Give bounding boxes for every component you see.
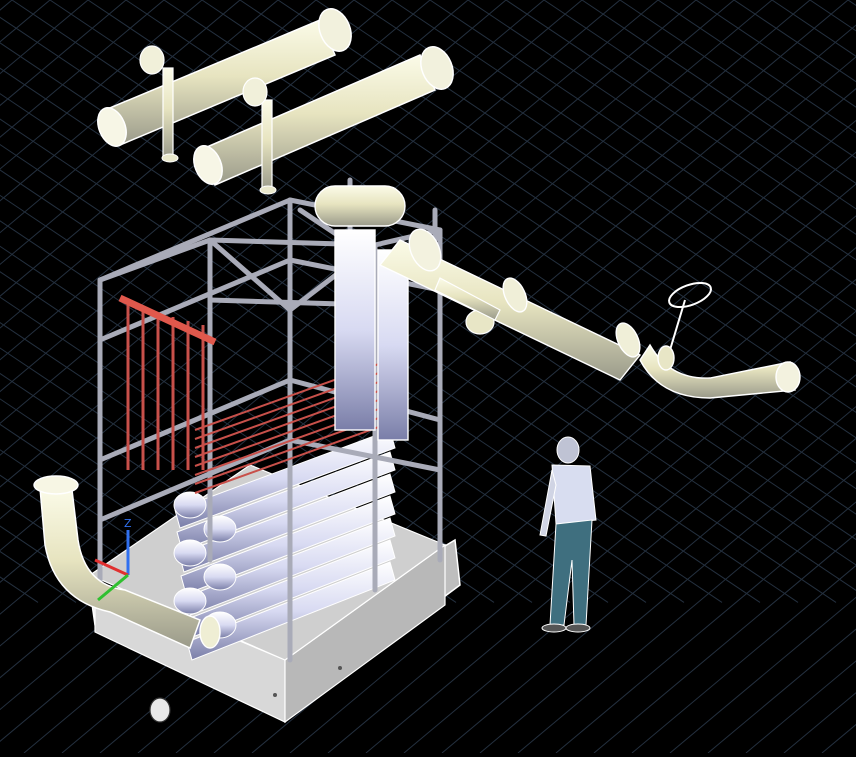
frame-member[interactable] <box>287 437 443 473</box>
grid-line <box>505 0 856 235</box>
grid-line <box>467 0 856 261</box>
grid-line <box>0 474 191 603</box>
grid-line <box>0 0 393 329</box>
heat-exchanger-tube[interactable] <box>178 473 396 573</box>
grid-line <box>669 596 856 754</box>
frame-member[interactable] <box>97 377 293 463</box>
upper-right-header-pipe[interactable] <box>188 42 459 195</box>
grid-line <box>0 0 89 75</box>
grid-line <box>0 0 735 615</box>
grid-line <box>0 0 355 297</box>
grid-line <box>0 194 609 603</box>
grid-line <box>631 564 856 754</box>
grid-line <box>0 0 583 488</box>
grid-line <box>87 0 856 515</box>
grid-line <box>809 0 856 32</box>
frame-member[interactable] <box>97 257 293 343</box>
coil-run[interactable] <box>194 422 391 494</box>
grid-line <box>315 0 856 363</box>
grid-line <box>125 0 856 490</box>
grid-line <box>619 0 856 159</box>
grid-line <box>657 0 856 134</box>
grid-line <box>0 423 267 603</box>
grid-line <box>391 0 856 312</box>
frame-member[interactable] <box>97 437 293 523</box>
heat-exchanger-tube[interactable] <box>174 429 396 529</box>
grid-line <box>479 437 856 754</box>
tube-u-bend[interactable] <box>173 587 207 615</box>
grid-line <box>581 0 856 184</box>
grid-line <box>0 0 203 170</box>
isolation-valve[interactable] <box>657 278 714 371</box>
grid-line <box>555 501 856 754</box>
grid-line <box>0 0 507 425</box>
grid-line <box>0 0 545 456</box>
frame-member[interactable] <box>207 237 293 313</box>
grid-line <box>0 0 697 583</box>
frame-member[interactable] <box>97 237 213 283</box>
grid-line <box>0 398 305 603</box>
grid-line <box>0 0 773 647</box>
grid-line <box>0 0 13 11</box>
grid-line <box>0 500 153 603</box>
human-figure[interactable] <box>539 436 597 633</box>
tube-u-bend[interactable] <box>173 539 207 567</box>
ucs-icon: Z <box>94 517 132 602</box>
tube-u-bend[interactable] <box>173 491 207 519</box>
grid-line <box>0 449 229 603</box>
inlet-elbow-pipe[interactable] <box>33 475 221 650</box>
grid-line <box>277 0 856 388</box>
grid-line <box>517 469 856 754</box>
tube-u-bend[interactable] <box>203 563 237 591</box>
grid-line <box>353 0 856 337</box>
ucs-z-label: Z <box>124 517 132 530</box>
grid-line <box>593 533 856 754</box>
grid-line <box>0 16 856 591</box>
grid-line <box>543 0 856 210</box>
grid-line <box>695 0 856 108</box>
upper-left-header-pipe[interactable] <box>92 4 357 163</box>
grid-line <box>0 0 241 202</box>
grid-line <box>847 0 856 6</box>
outlet-pipe[interactable] <box>378 224 801 399</box>
grid-line <box>441 405 856 754</box>
coil-header[interactable] <box>118 294 217 346</box>
grid-line <box>0 0 165 138</box>
grid-line <box>429 0 856 286</box>
grid-line <box>0 0 621 520</box>
grid-line <box>733 0 856 83</box>
grid-line <box>365 342 856 754</box>
vertical-separator[interactable] <box>314 185 409 441</box>
